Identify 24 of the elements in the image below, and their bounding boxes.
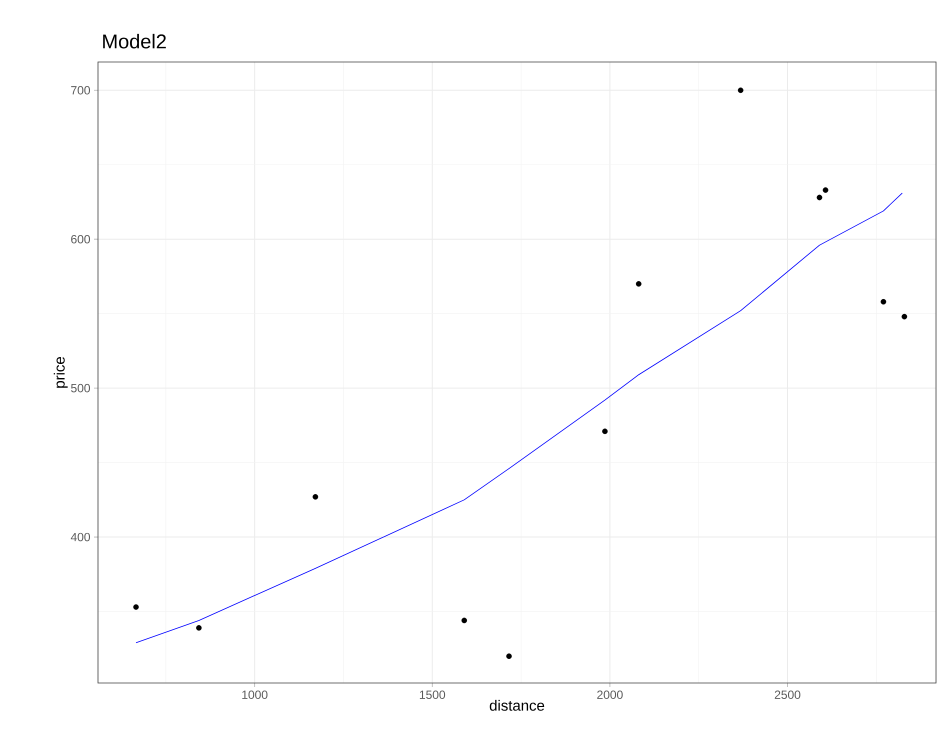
point <box>461 618 468 624</box>
point <box>133 604 139 610</box>
x-tick-label: 2000 <box>597 690 623 699</box>
x-tick-label: 2500 <box>774 690 800 699</box>
point <box>738 87 744 94</box>
line-series <box>136 192 903 644</box>
point <box>822 187 828 193</box>
point <box>816 194 822 200</box>
y-tick-label: 400 <box>70 532 90 542</box>
y-tick-label: 500 <box>71 384 90 392</box>
chart-title: Model2 <box>103 34 166 48</box>
point <box>880 298 886 305</box>
y-tick-label: 700 <box>71 86 90 95</box>
y-tick-label: 600 <box>71 234 90 244</box>
x-tick-label: 1000 <box>242 690 268 699</box>
point <box>196 625 202 631</box>
point <box>506 653 512 659</box>
y-axis-title: price <box>54 356 68 388</box>
point <box>636 281 642 287</box>
point <box>602 428 608 434</box>
x-axis-title: distance <box>490 700 544 711</box>
point <box>902 314 908 320</box>
point <box>312 494 318 500</box>
x-tick-label: 1500 <box>420 690 446 699</box>
